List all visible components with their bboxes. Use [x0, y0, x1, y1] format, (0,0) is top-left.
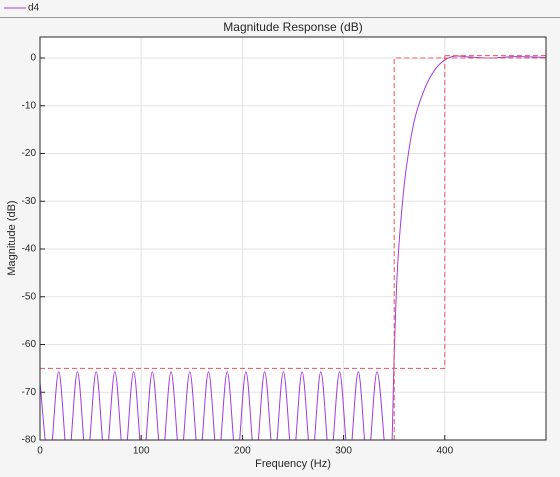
- chart-title: Magnitude Response (dB): [223, 20, 362, 34]
- y-axis-label: Magnitude (dB): [6, 200, 18, 275]
- y-tick-label: -70: [22, 387, 37, 398]
- y-tick-label: -60: [22, 339, 37, 350]
- x-axis-label: Frequency (Hz): [255, 458, 331, 470]
- response-line: [40, 55, 546, 440]
- x-tick-label: 300: [335, 446, 352, 457]
- legend-bar: [0, 0, 560, 17]
- y-tick-label: -20: [22, 148, 37, 159]
- plot-lines: [40, 55, 546, 440]
- plot-area: [40, 37, 546, 440]
- axes-box: [39, 36, 547, 441]
- y-tick-label: 0: [30, 53, 36, 64]
- y-tick-label: -80: [22, 435, 37, 446]
- legend-label: d4: [28, 3, 40, 14]
- y-tick-label: -50: [22, 291, 37, 302]
- x-tick-label: 200: [234, 446, 251, 457]
- x-tick-label: 400: [436, 446, 453, 457]
- mask-line: [40, 55, 546, 440]
- y-tick-label: -30: [22, 196, 37, 207]
- y-tick-label: -40: [22, 244, 37, 255]
- y-tick-label: -10: [22, 100, 37, 111]
- x-tick-label: 0: [37, 446, 43, 457]
- x-tick-label: 100: [133, 446, 150, 457]
